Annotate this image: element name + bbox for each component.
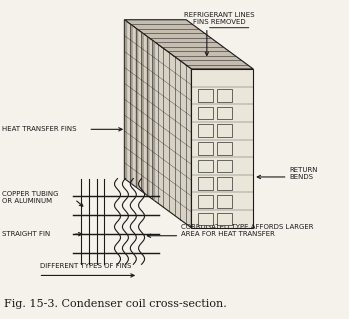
Text: STRAIGHT FIN: STRAIGHT FIN <box>2 231 51 237</box>
Bar <box>198 195 213 208</box>
Text: DIFFERENT TYPES OF FINS: DIFFERENT TYPES OF FINS <box>40 263 132 269</box>
Text: COPPER TUBING
OR ALUMINUM: COPPER TUBING OR ALUMINUM <box>2 191 59 204</box>
Polygon shape <box>130 24 133 185</box>
Bar <box>217 195 232 208</box>
Bar <box>217 124 232 137</box>
Polygon shape <box>152 40 155 201</box>
Text: REFRIGERANT LINES
FINS REMOVED: REFRIGERANT LINES FINS REMOVED <box>184 12 254 25</box>
Polygon shape <box>147 36 149 197</box>
Bar <box>217 107 232 119</box>
Bar <box>217 142 232 155</box>
Polygon shape <box>124 20 253 69</box>
Polygon shape <box>124 20 127 181</box>
Bar <box>198 89 213 102</box>
Bar <box>217 89 232 102</box>
Bar <box>198 160 213 172</box>
Bar <box>198 124 213 137</box>
Bar <box>191 69 253 228</box>
Text: HEAT TRANSFER FINS: HEAT TRANSFER FINS <box>2 126 77 132</box>
Text: Fig. 15-3. Condenser coil cross-section.: Fig. 15-3. Condenser coil cross-section. <box>4 299 227 308</box>
Bar <box>217 160 232 172</box>
Bar <box>217 212 232 225</box>
Text: RETURN
BENDS: RETURN BENDS <box>289 167 318 180</box>
Text: CORRUGATED TYPE AFFORDS LARGER
AREA FOR HEAT TRANSFER: CORRUGATED TYPE AFFORDS LARGER AREA FOR … <box>181 225 314 237</box>
Polygon shape <box>141 32 144 193</box>
Bar <box>198 142 213 155</box>
Polygon shape <box>124 20 191 228</box>
Bar <box>198 107 213 119</box>
Bar <box>198 212 213 225</box>
Bar <box>198 177 213 190</box>
Polygon shape <box>135 28 138 189</box>
Bar <box>217 177 232 190</box>
